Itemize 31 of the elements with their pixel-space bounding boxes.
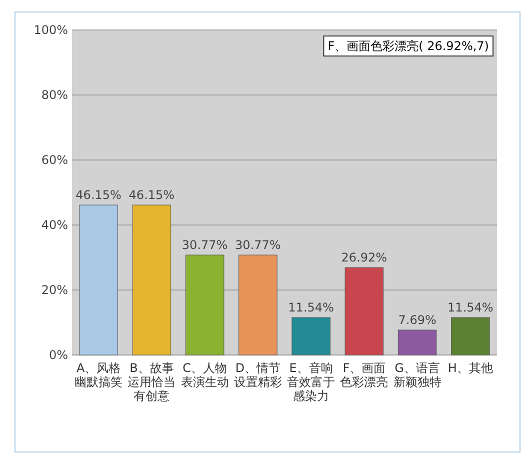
y-tick-label: 0% xyxy=(48,348,68,362)
data-label: 26.92% xyxy=(341,250,388,265)
bar xyxy=(238,254,278,356)
data-label: 11.54% xyxy=(288,300,334,314)
y-tick-label: 40% xyxy=(41,218,68,232)
y-tick-label: 20% xyxy=(41,283,68,297)
x-tick-label: A、风格幽默搞笑 xyxy=(74,361,123,389)
bar xyxy=(451,317,490,356)
x-tick-label: B、故事运用恰当有创意 xyxy=(128,361,176,403)
x-tick-label: F、画面色彩漂亮 xyxy=(340,361,388,389)
annotation: F、画面色彩漂亮( 26.92%,7) xyxy=(328,39,489,53)
data-label: 11.54% xyxy=(448,300,494,314)
bar xyxy=(292,317,330,356)
bar xyxy=(398,330,437,356)
x-tick-label: H、其他 xyxy=(448,361,493,375)
data-label: 46.15% xyxy=(128,188,175,202)
data-label: 46.15% xyxy=(76,188,122,202)
x-tick-label: E、音响音效富于感染力 xyxy=(287,361,336,403)
x-tick-label: G、语言新颖独特 xyxy=(393,361,442,389)
y-tick-label: 80% xyxy=(41,88,68,102)
x-tick-label: C、人物表演生动 xyxy=(180,361,229,389)
data-label: 30.77% xyxy=(182,238,228,252)
x-tick-label: D、情节设置精彩 xyxy=(234,361,282,389)
y-tick-label: 60% xyxy=(41,153,68,167)
y-tick-label: 100% xyxy=(34,23,68,37)
bar xyxy=(132,204,172,356)
data-label: 30.77% xyxy=(235,238,281,252)
data-label: 7.69% xyxy=(398,313,436,328)
bar xyxy=(185,254,224,356)
bar xyxy=(344,267,384,356)
bar xyxy=(79,204,118,356)
